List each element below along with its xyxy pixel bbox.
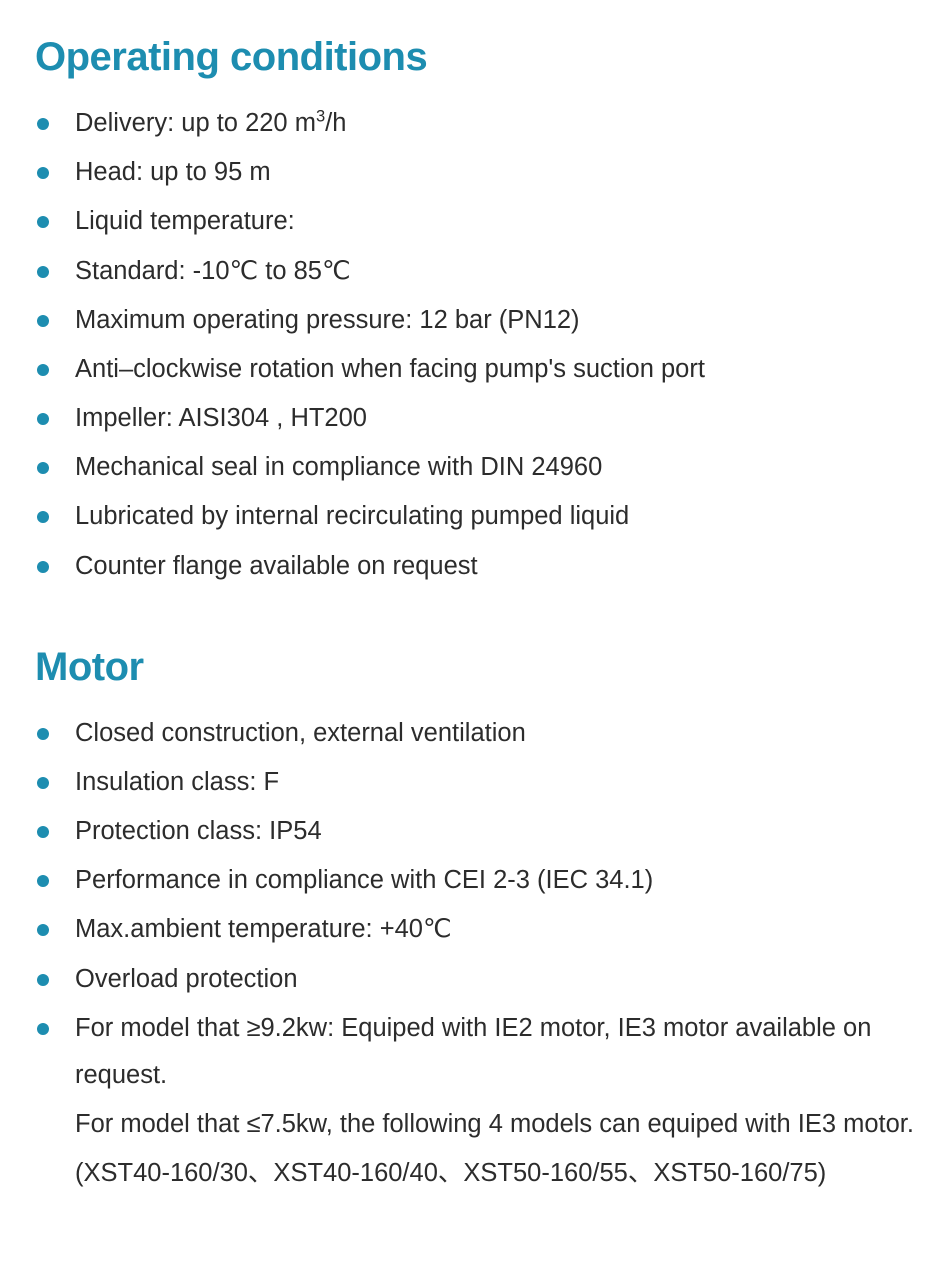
list-item: Counter flange available on request bbox=[35, 543, 916, 590]
bullet-list: Closed construction, external ventilatio… bbox=[35, 710, 916, 1198]
list-item: Overload protection bbox=[35, 956, 916, 1003]
list-item: For model that ≥9.2kw: Equiped with IE2 … bbox=[35, 1005, 916, 1099]
list-item: Head: up to 95 m bbox=[35, 149, 916, 196]
list-item: Delivery: up to 220 m3/h bbox=[35, 100, 916, 147]
document-root: Operating conditions Delivery: up to 220 … bbox=[35, 35, 916, 1197]
list-item: Impeller: AISI304 , HT200 bbox=[35, 395, 916, 442]
section: Operating conditions Delivery: up to 220 … bbox=[35, 35, 916, 590]
list-item: Liquid temperature: bbox=[35, 198, 916, 245]
list-item: Maximum operating pressure: 12 bar (PN12… bbox=[35, 297, 916, 344]
bullet-list: Delivery: up to 220 m3/hHead: up to 95 m… bbox=[35, 100, 916, 590]
list-item: Mechanical seal in compliance with DIN 2… bbox=[35, 444, 916, 491]
list-item: Performance in compliance with CEI 2-3 (… bbox=[35, 857, 916, 904]
list-item: Lubricated by internal recirculating pum… bbox=[35, 493, 916, 540]
list-item: Closed construction, external ventilatio… bbox=[35, 710, 916, 757]
list-item: Insulation class: F bbox=[35, 759, 916, 806]
list-item: (XST40-160/30、XST40-160/40、XST50-160/55、… bbox=[35, 1150, 916, 1197]
list-item: Protection class: IP54 bbox=[35, 808, 916, 855]
list-item: Max.ambient temperature: +40℃ bbox=[35, 906, 916, 953]
list-item: For model that ≤7.5kw, the following 4 m… bbox=[35, 1101, 916, 1148]
section-heading: Operating conditions bbox=[35, 35, 916, 80]
list-item: Standard: -10℃ to 85℃ bbox=[35, 248, 916, 295]
list-item: Anti–clockwise rotation when facing pump… bbox=[35, 346, 916, 393]
section-heading: Motor bbox=[35, 645, 916, 690]
section: Motor Closed construction, external venti… bbox=[35, 645, 916, 1198]
